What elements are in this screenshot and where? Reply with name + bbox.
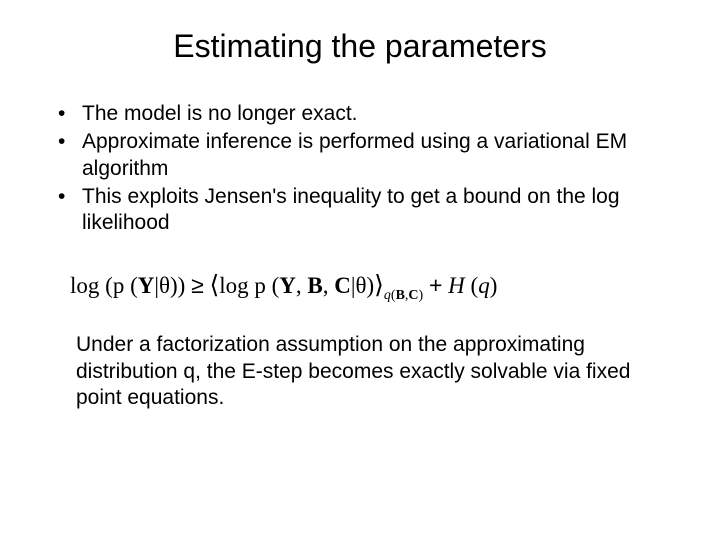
bullet-item: This exploits Jensen's inequality to get…: [58, 184, 690, 237]
formula: log (p (Y|θ)) ≥ ⟨log p (Y, B, C|θ)⟩q(B,C…: [70, 270, 690, 304]
slide-title: Estimating the parameters: [30, 28, 690, 65]
bullet-item: The model is no longer exact.: [58, 101, 690, 127]
bullet-item: Approximate inference is performed using…: [58, 129, 690, 182]
body-paragraph: Under a factorization assumption on the …: [30, 332, 690, 411]
bullet-list: The model is no longer exact. Approximat…: [30, 101, 690, 236]
slide: Estimating the parameters The model is n…: [0, 0, 720, 540]
